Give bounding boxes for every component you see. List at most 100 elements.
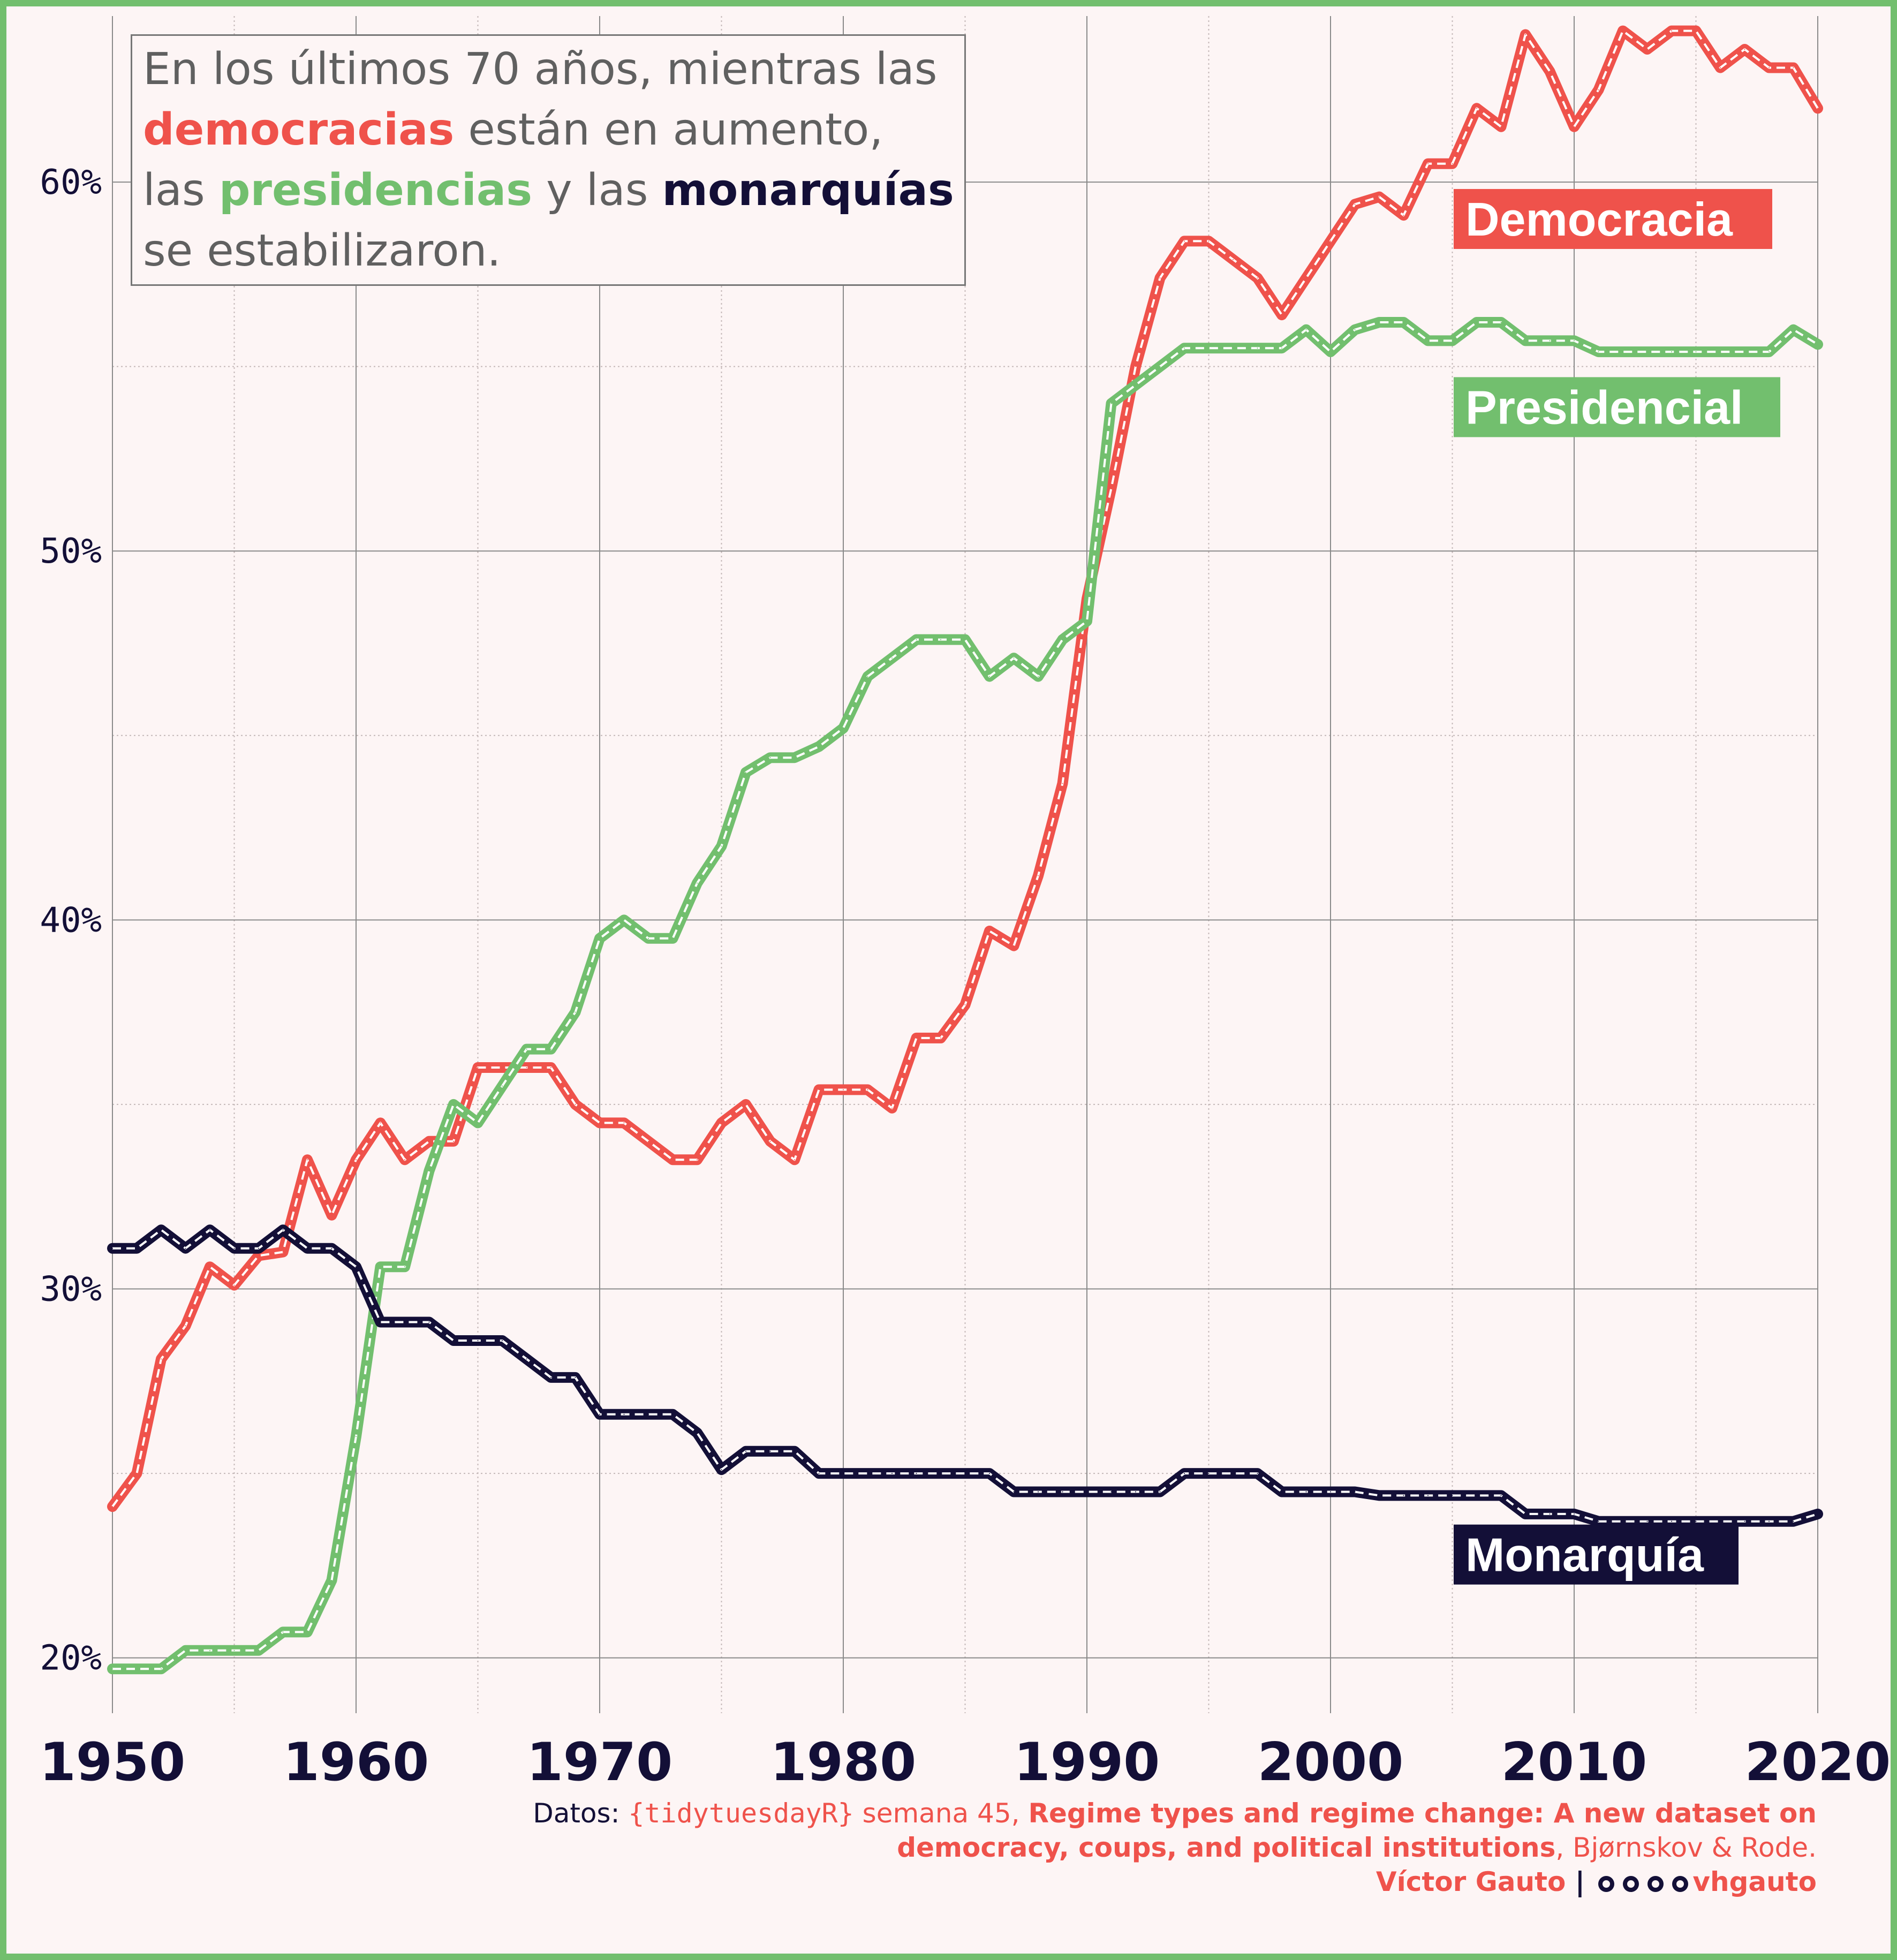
data-point	[1159, 277, 1161, 279]
data-point	[282, 1631, 284, 1633]
y-tick-label: 20%	[40, 1639, 102, 1678]
data-point	[697, 1432, 698, 1434]
data-point	[1184, 240, 1185, 242]
caption-paper-title-2: democracy, coups, and political institut…	[897, 1832, 1556, 1863]
data-point	[526, 1067, 527, 1069]
data-point	[1159, 366, 1161, 367]
data-point	[697, 882, 698, 884]
data-point	[1476, 108, 1477, 109]
data-point	[453, 1340, 454, 1341]
data-point	[672, 1413, 674, 1415]
data-point	[1233, 347, 1234, 349]
data-point	[1257, 277, 1258, 279]
caption-source: {tidytuesdayR}	[628, 1798, 854, 1829]
data-point	[1184, 347, 1185, 349]
data-point	[1549, 71, 1551, 72]
data-point	[721, 1469, 722, 1471]
data-point	[233, 1284, 235, 1286]
data-point	[1476, 1495, 1477, 1496]
caption-authors: , Bjørnskov & Rode.	[1555, 1832, 1817, 1863]
data-point	[1817, 1513, 1818, 1515]
data-point	[623, 1122, 625, 1124]
data-point	[648, 1413, 649, 1415]
data-point	[112, 1668, 113, 1670]
data-point	[1671, 1520, 1672, 1522]
y-tick-label: 60%	[40, 163, 102, 202]
data-point	[1574, 340, 1575, 342]
data-point	[1305, 329, 1307, 330]
data-point	[1549, 1513, 1551, 1515]
data-point	[599, 1122, 600, 1124]
data-point	[599, 937, 600, 939]
data-point	[1257, 347, 1258, 349]
data-point	[1330, 1491, 1331, 1493]
data-point	[1622, 351, 1623, 353]
mastodon-icon[interactable]	[1672, 1875, 1689, 1892]
instagram-icon[interactable]	[1647, 1875, 1664, 1892]
data-point	[745, 771, 746, 773]
data-point	[989, 1473, 990, 1474]
end-label-democracia: Democracia	[1465, 193, 1733, 246]
data-point	[1086, 1491, 1087, 1493]
data-point	[843, 728, 844, 729]
annotation-highlight-monarquias: monarquías	[662, 165, 954, 216]
y-tick-label: 40%	[40, 900, 102, 940]
data-point	[233, 1649, 235, 1651]
annotation-line-4: se estabilizaron.	[143, 225, 501, 276]
data-point	[136, 1247, 138, 1249]
data-point	[1525, 340, 1526, 342]
data-point	[1062, 783, 1063, 784]
series-line-dash-presidencial	[112, 321, 1819, 1670]
data-point	[891, 657, 893, 659]
data-point	[818, 1089, 820, 1091]
data-point	[1135, 384, 1136, 386]
data-point	[1500, 126, 1502, 127]
end-label-box-democracia	[1454, 189, 1772, 249]
data-point	[1793, 1520, 1794, 1522]
data-point	[867, 1473, 868, 1474]
twitter-icon[interactable]	[1623, 1875, 1639, 1892]
data-point	[1086, 620, 1087, 622]
data-point	[112, 1506, 113, 1508]
data-point	[331, 1579, 332, 1581]
data-point	[891, 1473, 893, 1474]
data-point	[794, 1159, 795, 1161]
data-point	[112, 1247, 113, 1249]
data-point	[1646, 49, 1648, 50]
data-point	[940, 639, 941, 640]
end-labels: Democracia Presidencial Monarquía	[1454, 189, 1780, 1585]
caption: Datos: {tidytuesdayR} semana 45, Regime …	[533, 1796, 1817, 1899]
caption-author-name: Víctor Gauto	[1375, 1866, 1566, 1897]
annotation-highlight-democracias: democracias	[143, 104, 455, 155]
data-point	[1720, 67, 1721, 69]
data-point	[1695, 30, 1697, 32]
data-point	[769, 1450, 771, 1452]
data-point	[1427, 340, 1429, 342]
data-point	[648, 1140, 649, 1142]
data-point	[356, 1159, 357, 1161]
caption-handle[interactable]: vhgauto	[1692, 1866, 1817, 1897]
x-tick-label: 1990	[1014, 1732, 1160, 1793]
github-icon[interactable]	[1598, 1875, 1615, 1892]
data-point	[209, 1649, 210, 1651]
data-point	[1598, 1520, 1599, 1522]
data-point	[1305, 277, 1307, 279]
data-point	[1038, 875, 1039, 876]
data-point	[1646, 351, 1648, 353]
data-point	[1452, 340, 1453, 342]
data-point	[599, 1413, 600, 1415]
annotation-line-1: En los últimos 70 años, mientras las	[143, 44, 938, 95]
data-point	[1233, 259, 1234, 260]
caption-separator: |	[1566, 1866, 1594, 1897]
data-point	[477, 1340, 479, 1341]
data-point	[916, 639, 917, 640]
series-lines	[107, 25, 1823, 1675]
data-point	[233, 1247, 235, 1249]
data-point	[1622, 1520, 1623, 1522]
data-point	[989, 930, 990, 932]
data-point	[428, 1170, 430, 1171]
data-point	[989, 676, 990, 677]
data-point	[356, 1436, 357, 1437]
data-point	[258, 1247, 259, 1249]
data-point	[721, 1122, 722, 1124]
